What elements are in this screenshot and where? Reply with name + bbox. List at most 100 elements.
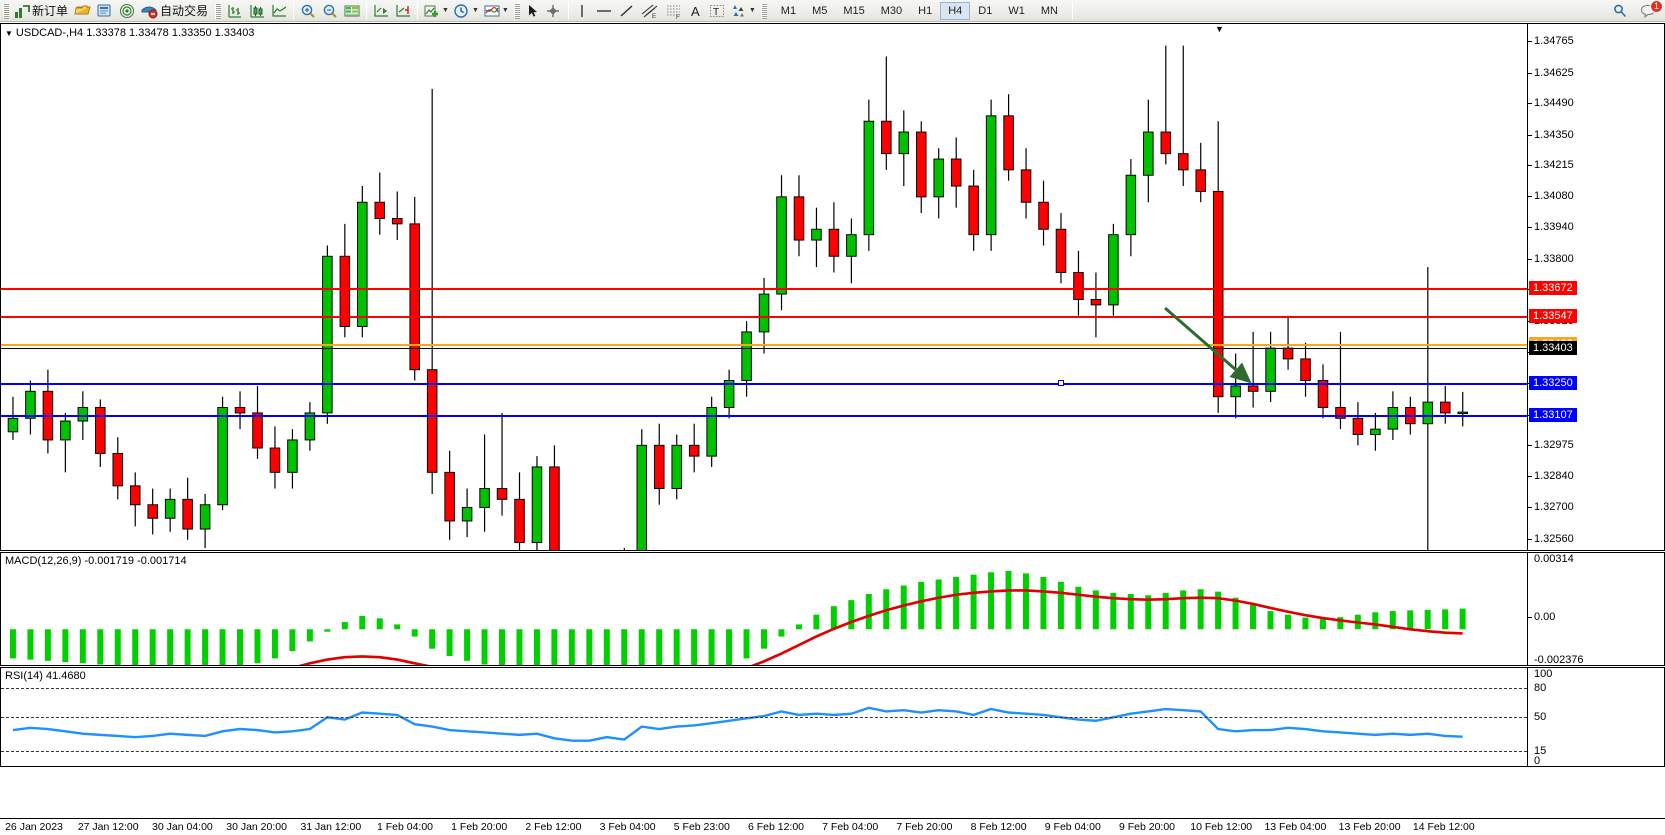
- cursor-button[interactable]: [523, 1, 543, 21]
- timeframe-h4[interactable]: H4: [940, 1, 971, 20]
- autotrading-label: 自动交易: [160, 4, 209, 18]
- timeframe-mn[interactable]: MN: [1040, 4, 1058, 17]
- profile-icon: [97, 4, 111, 16]
- folder-icon: [74, 5, 91, 14]
- trend-line-button[interactable]: [616, 1, 638, 21]
- folder-button[interactable]: [72, 1, 94, 21]
- time-tick: 1 Feb 20:00: [451, 821, 508, 833]
- messages-button[interactable]: 1: [1638, 0, 1663, 21]
- search-button[interactable]: [1610, 1, 1630, 21]
- trend-line-icon: [620, 4, 633, 17]
- price-tick: 1.34350: [1528, 128, 1574, 141]
- price-tick: 1.32975: [1528, 439, 1574, 452]
- text-label-button[interactable]: T: [706, 1, 728, 21]
- shapes-chevron-icon[interactable]: ▼: [748, 7, 756, 14]
- price-label-support-1[interactable]: 1.33250: [1529, 375, 1577, 390]
- time-tick: 14 Feb 12:00: [1412, 821, 1475, 833]
- toolbar-grip[interactable]: [3, 2, 9, 19]
- templates-chevron-icon[interactable]: ▼: [501, 7, 509, 14]
- add-indicator-chevron-icon[interactable]: ▼: [442, 7, 449, 14]
- price-label-resistance-2[interactable]: 1.33547: [1529, 308, 1577, 323]
- horizontal-line-button[interactable]: [592, 1, 616, 21]
- macd-plot[interactable]: [1, 553, 1664, 665]
- price-axis[interactable]: 1.34765 1.34625 1.34490 1.34350 1.34215 1.340…: [1527, 24, 1664, 550]
- svg-text:T: T: [713, 7, 719, 18]
- level-line-support-2[interactable]: [1, 415, 1527, 418]
- timeframe-d1[interactable]: D1: [978, 4, 993, 17]
- macd-panel[interactable]: MACD(12,26,9) -0.001719 -0.001714 0.0031…: [0, 552, 1665, 666]
- profiles-button[interactable]: [94, 1, 116, 21]
- price-tick: 1.32700: [1528, 501, 1574, 514]
- period-button[interactable]: ▼: [451, 1, 481, 21]
- price-tick: 1.32560: [1528, 532, 1574, 545]
- toolbar-grip-3[interactable]: [513, 2, 520, 19]
- level-line-resistance-1[interactable]: [1, 287, 1527, 290]
- timeframe-m1[interactable]: M1: [780, 4, 797, 17]
- rsi-tick: 100: [1534, 668, 1553, 680]
- search-icon: [1614, 4, 1627, 17]
- timeframe-w1[interactable]: W1: [1008, 4, 1025, 17]
- chart-shift-button[interactable]: [370, 1, 392, 21]
- price-panel-plot[interactable]: [1, 24, 1664, 550]
- price-tick: 1.34215: [1528, 159, 1574, 172]
- price-panel[interactable]: ▼ USDCAD-,H4 1.33378 1.33478 1.33350 1.33…: [0, 23, 1665, 551]
- data-window-button[interactable]: [341, 1, 363, 21]
- price-label-resistance-1[interactable]: 1.33672: [1529, 280, 1577, 295]
- rsi-chart: [12, 706, 1463, 742]
- rsi-panel[interactable]: RSI(14) 41.4680 100 80 50 15 0: [0, 667, 1665, 767]
- fibonacci-button[interactable]: F: [662, 1, 686, 21]
- price-tick: 1.34080: [1528, 189, 1574, 202]
- time-tick: 13 Feb 04:00: [1264, 821, 1327, 833]
- toolbar-grip-2[interactable]: [215, 2, 222, 19]
- chart-region[interactable]: ▼ ▼ USDCAD-,H4 1.33378 1.3347: [0, 23, 1665, 835]
- chart-collapse-icon[interactable]: ▼: [5, 29, 13, 38]
- level-line-current-price[interactable]: [1, 348, 1527, 350]
- timeframe-m5[interactable]: M5: [812, 4, 828, 17]
- svg-text:A: A: [691, 4, 700, 19]
- signals-icon: [120, 3, 135, 18]
- crosshair-button[interactable]: [543, 1, 565, 21]
- level-line-entry-level[interactable]: [1, 344, 1527, 347]
- price-label-current-price[interactable]: 1.33403: [1529, 341, 1577, 356]
- down-right-arrow-annotation[interactable]: [1151, 294, 1271, 404]
- new-order-button[interactable]: 新订单: [12, 1, 72, 21]
- toolbar-right-group: 1: [1610, 0, 1665, 21]
- timeframe-h1[interactable]: H1: [918, 4, 933, 17]
- time-tick: 26 Jan 2023: [5, 821, 63, 833]
- bar-chart-button[interactable]: [224, 1, 246, 21]
- templates-button[interactable]: ▼: [481, 1, 511, 21]
- candlestick-chart-button[interactable]: [246, 1, 268, 21]
- timeframe-m30[interactable]: M30: [880, 4, 903, 17]
- macd-tick: 0.00314: [1534, 553, 1574, 565]
- zoom-in-button[interactable]: [297, 1, 319, 21]
- autotrading-button[interactable]: 自动交易: [138, 1, 212, 21]
- signals-button[interactable]: [116, 1, 138, 21]
- text-button[interactable]: A: [686, 1, 706, 21]
- vertical-line-icon: [581, 4, 583, 17]
- line-chart-button[interactable]: [268, 1, 290, 21]
- period-chevron-icon[interactable]: ▼: [471, 7, 479, 14]
- macd-axis[interactable]: 0.00314 0.00 -0.002376: [1527, 553, 1664, 666]
- time-tick: 9 Feb 04:00: [1044, 821, 1101, 833]
- vertical-line-button[interactable]: [572, 1, 592, 21]
- time-tick: 1 Feb 04:00: [376, 821, 434, 833]
- toolbar-grip-4[interactable]: [760, 2, 767, 19]
- level-line-support-1[interactable]: [1, 382, 1527, 385]
- time-axis[interactable]: 26 Jan 2023 27 Jan 12:00 30 Jan 04:00 30 Ja…: [0, 818, 1665, 835]
- level-anchor-support-1[interactable]: [1058, 379, 1064, 386]
- time-tick: 8 Feb 12:00: [970, 821, 1027, 833]
- rsi-plot[interactable]: [1, 668, 1664, 766]
- rsi-axis[interactable]: 100 80 50 15 0: [1527, 668, 1664, 767]
- equidistant-channel-button[interactable]: E: [638, 1, 662, 21]
- price-label-support-2[interactable]: 1.33107: [1529, 408, 1577, 423]
- zoom-out-button[interactable]: [319, 1, 341, 21]
- shapes-button[interactable]: ▼: [728, 1, 758, 21]
- auto-scroll-button[interactable]: [392, 1, 414, 21]
- candlestick-chart: [7, 45, 1469, 550]
- price-tick: 1.34765: [1528, 34, 1574, 47]
- timeframe-m15[interactable]: M15: [843, 4, 865, 17]
- level-line-resistance-2[interactable]: [1, 315, 1527, 318]
- line-chart-icon: [272, 4, 287, 17]
- new-order-icon: [15, 4, 30, 18]
- add-indicator-button[interactable]: ▼: [421, 1, 451, 21]
